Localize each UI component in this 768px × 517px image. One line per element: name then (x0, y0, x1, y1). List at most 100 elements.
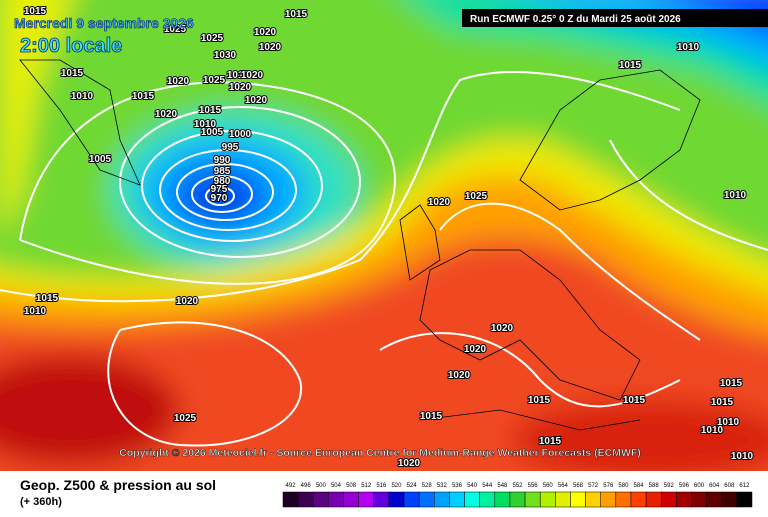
isobar-label: 1020 (491, 323, 514, 334)
scale-swatch (630, 491, 647, 508)
scale-label: 524 (407, 483, 418, 489)
isobar-label: 1000 (229, 129, 252, 140)
time-label: 2:00 locale (20, 35, 122, 57)
isobar-label: 1010 (71, 91, 94, 102)
isobar-label: 1020 (448, 370, 471, 381)
isobar-label: 1020 (254, 27, 277, 38)
scale-swatch (615, 491, 632, 508)
scale-swatch (600, 491, 617, 508)
scale-swatch (388, 491, 405, 508)
scale-swatch (539, 491, 556, 508)
isobar-label: 1020 (398, 458, 421, 469)
isobar-label: 980 (214, 176, 231, 187)
scale-label: 528 (422, 483, 433, 489)
isobar-label: 995 (222, 142, 239, 153)
isobar-label: 1025 (164, 24, 187, 35)
coast (419, 409, 641, 431)
scale-label: 564 (558, 483, 569, 489)
scale-label: 500 (316, 483, 327, 489)
field-darkred (0, 355, 180, 465)
scale-label: 612 (739, 483, 750, 489)
scale-label: 496 (301, 483, 312, 489)
scale-swatch (282, 491, 299, 508)
scale-label: 556 (528, 483, 539, 489)
isobar (191, 175, 253, 213)
isobar-label: 1015 (285, 9, 308, 20)
scale-label: 568 (573, 483, 584, 489)
scale-swatch (721, 491, 738, 508)
scale-swatch (479, 491, 496, 508)
isobar (107, 321, 303, 447)
scale-label: 548 (497, 483, 508, 489)
coast (419, 249, 641, 401)
isobar-label: 1015 (420, 411, 443, 422)
scale-swatch (555, 491, 571, 508)
isobar-label: 1010 (677, 42, 700, 53)
scale-swatch (434, 491, 450, 508)
scale-swatch (403, 491, 420, 508)
scale-label: 572 (588, 483, 599, 489)
scale-label: 596 (679, 483, 690, 489)
scale-swatch (524, 491, 541, 508)
scale-label: 508 (346, 483, 357, 489)
isobar-label: 1025 (201, 33, 224, 44)
isobar-label: 1020 (155, 109, 178, 120)
scale-label: 512 (361, 483, 372, 489)
scale-label: 592 (664, 483, 675, 489)
coastlines (19, 59, 701, 431)
scale-swatch (494, 491, 511, 508)
isobar (0, 71, 681, 303)
scale-swatch (585, 491, 601, 508)
scale-label: 608 (724, 483, 735, 489)
isobar-label: 1020 (229, 82, 252, 93)
scale-label: 584 (634, 483, 645, 489)
isobar (205, 186, 235, 206)
color-scale: 492 496 500 504 508 512 516 520 524 528 532 536 540 5… (282, 483, 753, 508)
isobar-label: 1015 (24, 6, 47, 17)
isobar (176, 163, 274, 221)
isobar-label: 1015 (132, 91, 155, 102)
isobar-label: 1025 (203, 75, 226, 86)
scale-swatch (313, 491, 329, 508)
isobar-label: 970 (211, 193, 228, 204)
isobar-label: 1020 (167, 76, 190, 87)
isobar-label: 1005 (201, 127, 224, 138)
field-darkred (510, 400, 768, 480)
scale-label: 504 (331, 483, 342, 489)
isobar-label: 1020 (259, 42, 282, 53)
isobar-label: 1020 (176, 296, 199, 307)
scale-label: 520 (391, 483, 402, 489)
scale-label: 536 (452, 483, 463, 489)
isobar-label: 1015 (720, 378, 743, 389)
scale-swatch (676, 491, 692, 508)
scale-swatch (691, 491, 707, 508)
coast (399, 204, 441, 281)
isobar (379, 332, 681, 408)
isobar-label: 1010 (724, 190, 747, 201)
scale-swatch (297, 491, 314, 508)
footer-lead: (+ 360h) (20, 496, 62, 508)
isobar-label: 975 (211, 184, 228, 195)
isobar-label: 990 (214, 155, 231, 166)
date-label: Mercredi 9 septembre 2026 (14, 15, 194, 31)
isobar-label: 1010 (24, 306, 47, 317)
scale-swatch (328, 491, 344, 508)
scale-label: 492 (286, 483, 297, 489)
isobar-label: 1020 (245, 95, 268, 106)
scale-label: 516 (376, 483, 387, 489)
scale-label: 580 (618, 483, 629, 489)
isobar-label: 1015 (539, 436, 562, 447)
scale-swatch (706, 491, 722, 508)
isobar-label: 1005 (89, 154, 112, 165)
isobar-label: 1020 (464, 344, 487, 355)
scale-label: 604 (709, 483, 720, 489)
isobar-label: 1015 (199, 105, 222, 116)
footer-title: Geop. Z500 & pression au sol (20, 477, 216, 493)
isobar-label: 1010 (701, 425, 724, 436)
isobar (19, 81, 396, 285)
isobar-label: 985 (214, 166, 231, 177)
scale-label: 540 (467, 483, 478, 489)
scale-label: 552 (512, 483, 523, 489)
